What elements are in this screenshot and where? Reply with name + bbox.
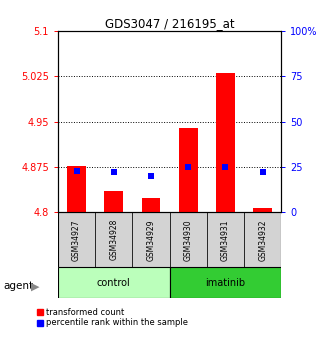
Text: GSM34929: GSM34929	[147, 219, 156, 260]
Title: GDS3047 / 216195_at: GDS3047 / 216195_at	[105, 17, 234, 30]
Text: control: control	[97, 278, 131, 288]
Text: GSM34931: GSM34931	[221, 219, 230, 260]
Text: agent: agent	[3, 282, 33, 291]
Bar	[254, 208, 272, 212]
Bar	[67, 166, 86, 212]
Text: GSM34932: GSM34932	[258, 219, 267, 260]
Bar	[169, 267, 281, 298]
Text: GSM34928: GSM34928	[109, 219, 118, 260]
Bar	[244, 212, 281, 267]
Bar	[105, 191, 123, 212]
Text: GSM34930: GSM34930	[184, 219, 193, 260]
Bar	[207, 212, 244, 267]
Bar	[169, 212, 207, 267]
Text: imatinib: imatinib	[206, 278, 246, 288]
Bar	[58, 212, 95, 267]
Text: ▶: ▶	[31, 282, 40, 291]
Bar	[58, 267, 169, 298]
Bar	[179, 128, 198, 212]
Legend: transformed count, percentile rank within the sample: transformed count, percentile rank withi…	[37, 308, 188, 327]
Bar	[95, 212, 132, 267]
Bar	[216, 73, 235, 212]
Text: GSM34927: GSM34927	[72, 219, 81, 260]
Bar	[132, 212, 169, 267]
Bar	[142, 198, 160, 212]
